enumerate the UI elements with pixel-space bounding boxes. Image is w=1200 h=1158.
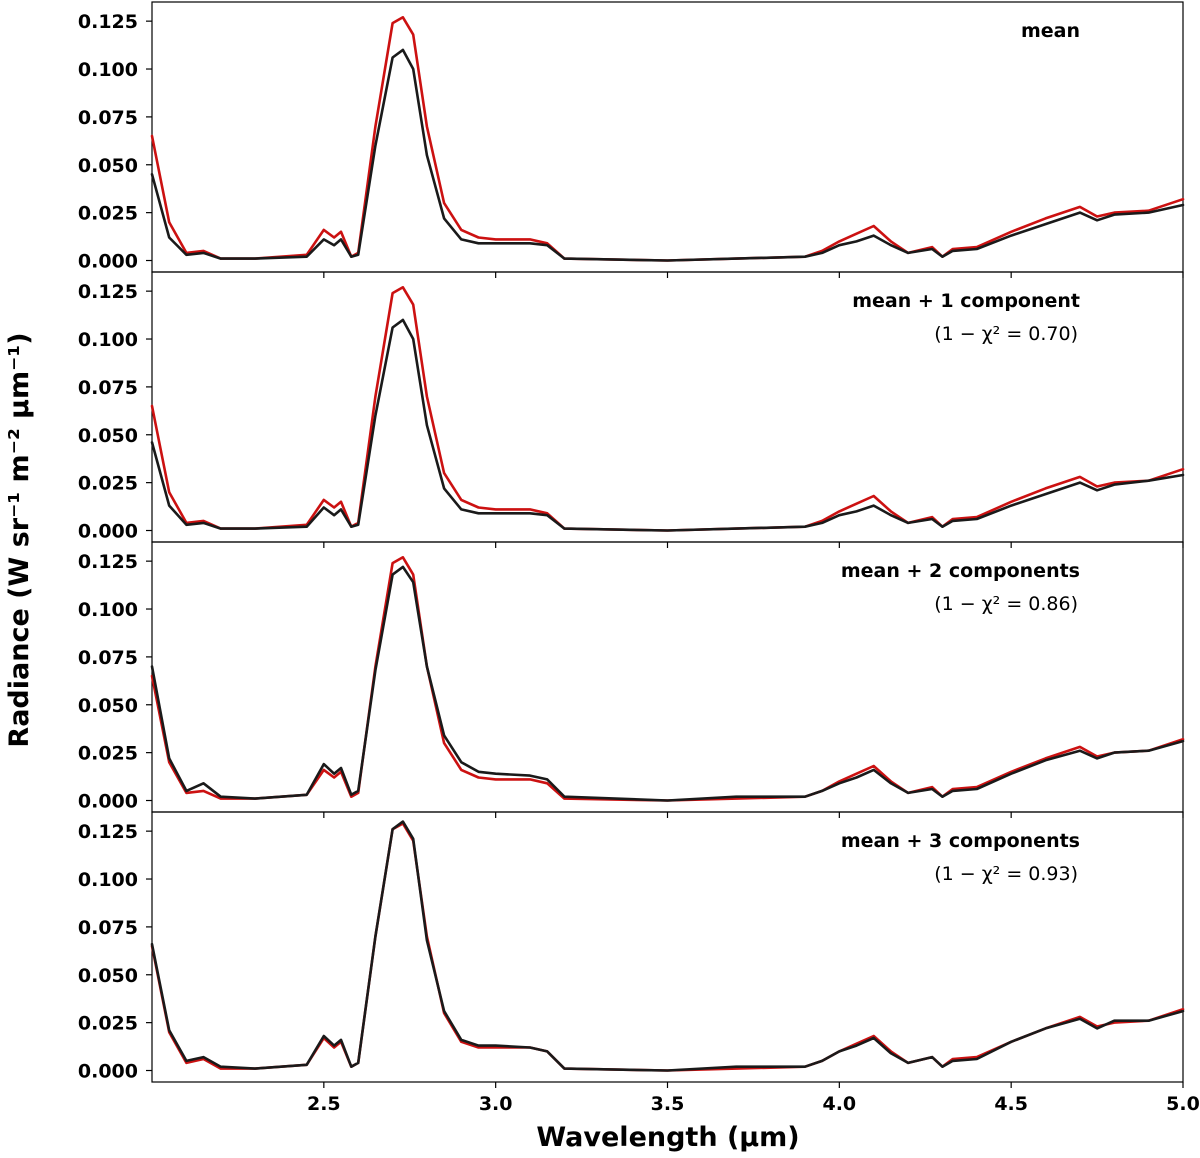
panel-frame [151,271,1184,543]
y-tick-label: 0.100 [78,869,138,891]
y-tick-label: 0.100 [78,329,138,351]
x-tick-label: 2.5 [307,1093,341,1115]
panel-2: 0.000 0.025 0.050 0.075 0.100 0.125 mean + 1 c… [78,271,1185,548]
panel-title: mean + 2 components [841,560,1080,582]
y-tick-label: 0.100 [78,59,138,81]
y-tick-label: 0.000 [78,521,138,543]
series-line-observed-spectrum [150,556,1185,802]
y-tick-label: 0.125 [78,821,138,843]
y-tick-label: 0.000 [78,1061,138,1083]
x-tick-label: 4.0 [822,1093,856,1115]
series-line-observed-spectrum [150,286,1185,532]
y-tick-label: 0.025 [78,203,138,225]
x-tick-label: 5.0 [1166,1093,1200,1115]
x-tick-label: 3.0 [479,1093,513,1115]
panel-frame [151,811,1184,1083]
y-tick-label: 0.075 [78,917,138,939]
y-tick-label: 0.125 [78,551,138,573]
series-line-observed-spectrum [150,16,1185,262]
y-tick-label: 0.075 [78,107,138,129]
y-tick-label: 0.075 [78,647,138,669]
y-tick-label: 0.000 [78,251,138,273]
y-tick-label: 0.075 [78,377,138,399]
panel-frame [151,1,1184,273]
y-axis-title: Radiance (W sr⁻¹ m⁻² μm⁻¹) [4,332,35,747]
panel-fit-metric: (1 − χ² = 0.70) [934,323,1078,345]
y-tick-label: 0.025 [78,743,138,765]
panel-fit-metric: (1 − χ² = 0.86) [934,593,1078,615]
x-tick-label: 3.5 [651,1093,685,1115]
panel-4: 0.000 0.025 0.050 0.075 0.100 0.125 mean + 3 c… [78,811,1185,1088]
panel-frame [151,541,1184,813]
x-axis-title: Wavelength (μm) [536,1122,799,1153]
panel-3: 0.000 0.025 0.050 0.075 0.100 0.125 mean + 2 c… [78,541,1185,818]
series-line-reconstruction [150,318,1185,532]
y-tick-label: 0.050 [78,425,138,447]
series-line-observed-spectrum [150,822,1185,1072]
y-tick-label: 0.125 [78,281,138,303]
y-tick-label: 0.025 [78,1013,138,1035]
panel-1: 0.000 0.025 0.050 0.075 0.100 0.125 mean [78,1,1185,278]
series-line-reconstruction [150,820,1185,1072]
panel-title: mean + 1 component [852,290,1080,312]
y-tick-label: 0.050 [78,695,138,717]
series-line-reconstruction [150,48,1185,262]
panel-fit-metric: (1 − χ² = 0.93) [934,863,1078,885]
panel-title: mean [1021,20,1080,42]
series-line-reconstruction [150,565,1185,802]
y-tick-label: 0.100 [78,599,138,621]
y-tick-label: 0.000 [78,791,138,813]
panel-title: mean + 3 components [841,830,1080,852]
y-tick-label: 0.050 [78,155,138,177]
y-tick-label: 0.050 [78,965,138,987]
y-tick-label: 0.025 [78,473,138,495]
y-tick-label: 0.125 [78,11,138,33]
x-tick-label: 4.5 [994,1093,1028,1115]
